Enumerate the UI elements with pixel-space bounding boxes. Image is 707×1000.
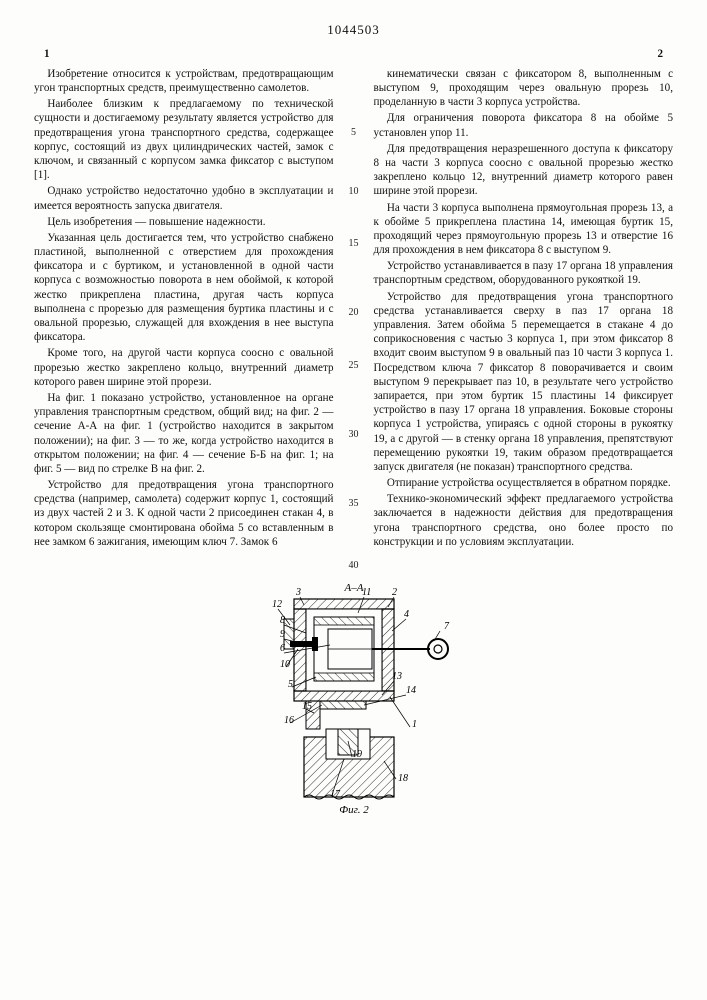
- column-left: Изобретение относится к устройствам, пре…: [34, 67, 334, 573]
- paragraph: На части 3 корпуса выполнена прямоугольн…: [374, 201, 674, 258]
- line-number: 10: [349, 186, 359, 199]
- page-numbers: 1 2: [34, 47, 673, 61]
- figure-ref-label: 9: [280, 629, 285, 640]
- section-label: А–А: [343, 582, 363, 594]
- paragraph: Для предотвращения неразрешенного доступ…: [374, 142, 674, 199]
- figure-ref-label: 14: [406, 685, 416, 696]
- figure-ref-label: 5: [288, 679, 293, 690]
- page: 1044503 1 2 Изобретение относится к устр…: [0, 0, 707, 1000]
- paragraph: Отпирание устройства осуществляется в об…: [374, 476, 674, 490]
- line-number-gutter: 5 10 15 20 25 30 35 40: [346, 67, 362, 573]
- paragraph: Кроме того, на другой части корпуса соос…: [34, 346, 334, 389]
- figure-ref-label: 13: [392, 671, 402, 682]
- figure-ref-label: 17: [330, 789, 341, 800]
- paragraph: Устройство для предотвращения угона тран…: [374, 290, 674, 474]
- figure-ref-label: 15: [302, 701, 312, 712]
- figure-ref-label: 4: [404, 609, 409, 620]
- figure-2: А–А: [34, 581, 673, 816]
- figure-ref-label: 2: [392, 587, 397, 598]
- line-number: 25: [349, 360, 359, 373]
- figure-ref-label: 3: [295, 587, 301, 598]
- figure-drawing: А–А: [234, 581, 474, 816]
- figure-ref-label: 10: [280, 659, 290, 670]
- paragraph: кинематически связан с фиксатором 8, вып…: [374, 67, 674, 110]
- paragraph: На фиг. 1 показано устройство, установле…: [34, 391, 334, 476]
- figure-ref-label: 19: [352, 749, 362, 760]
- column-right: кинематически связан с фиксатором 8, вып…: [374, 67, 674, 573]
- paragraph: Устройство для предотвращения угона тран…: [34, 478, 334, 549]
- paragraph: Цель изобретения — повышение надежности.: [34, 215, 334, 229]
- figure-ref-label: 18: [398, 773, 408, 784]
- line-number: 30: [349, 429, 359, 442]
- figure-ref-label: 7: [444, 621, 450, 632]
- line-number: 15: [349, 238, 359, 251]
- paragraph: Указанная цель достигается тем, что устр…: [34, 231, 334, 345]
- text-columns: Изобретение относится к устройствам, пре…: [34, 67, 673, 573]
- paragraph: Изобретение относится к устройствам, пре…: [34, 67, 334, 95]
- page-left-num: 1: [44, 47, 50, 61]
- figure-caption: Фиг. 2: [339, 804, 369, 816]
- page-right-num: 2: [657, 47, 663, 61]
- figure-ref-label: 16: [284, 715, 294, 726]
- figure-ref-label: 1: [412, 719, 417, 730]
- figure-ref-label: 8: [280, 615, 285, 626]
- figure-ref-label: 11: [362, 587, 371, 598]
- paragraph: Технико-экономический эффект предлагаемо…: [374, 492, 674, 549]
- line-number: 40: [349, 560, 359, 573]
- paragraph: Однако устройство недостаточно удобно в …: [34, 184, 334, 212]
- paragraph: Наиболее близким к предлагаемому по техн…: [34, 97, 334, 182]
- line-number: 35: [349, 498, 359, 511]
- figure-ref-label: 6: [280, 643, 285, 654]
- figure-ref-label: 12: [272, 599, 282, 610]
- paragraph: Устройство устанавливается в пазу 17 орг…: [374, 259, 674, 287]
- paragraph: Для ограничения поворота фиксатора 8 на …: [374, 111, 674, 139]
- line-number: 20: [349, 307, 359, 320]
- line-number: 5: [351, 127, 356, 140]
- doc-number: 1044503: [34, 22, 673, 39]
